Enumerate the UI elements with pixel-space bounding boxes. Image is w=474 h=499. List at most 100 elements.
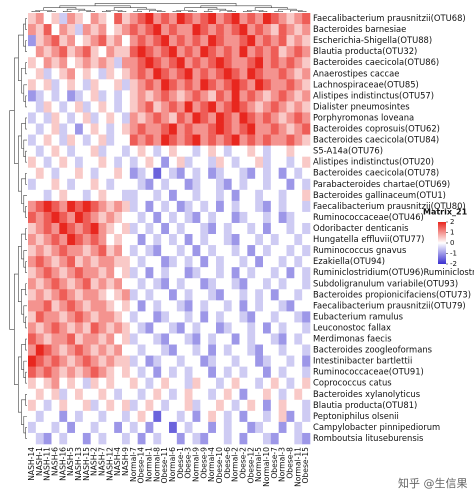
heatmap-cell	[278, 79, 287, 91]
heatmap-cell	[231, 24, 240, 36]
heatmap-cell	[51, 222, 60, 235]
heatmap-cell	[75, 222, 84, 235]
heatmap-cell	[169, 112, 178, 124]
heatmap-cell	[161, 200, 170, 213]
heatmap-cell	[98, 333, 107, 345]
heatmap-cell	[231, 178, 240, 191]
heatmap-cell	[35, 178, 44, 191]
heatmap-cell	[169, 68, 178, 80]
heatmap-cell	[122, 189, 131, 202]
heatmap-cell	[176, 123, 185, 135]
heatmap-cell	[216, 410, 225, 423]
heatmap-cell	[114, 222, 123, 235]
heatmap-cell	[294, 145, 303, 157]
heatmap-cell	[161, 189, 170, 202]
heatmap-cell	[263, 46, 272, 58]
heatmap-cell	[176, 189, 185, 202]
heatmap-cell	[216, 311, 225, 323]
heatmap-cell	[59, 377, 68, 390]
heatmap-cell	[231, 278, 240, 290]
heatmap-cell	[176, 366, 185, 378]
heatmap-cell	[184, 46, 193, 58]
heatmap-cell	[28, 256, 37, 268]
heatmap-cell	[255, 123, 264, 135]
heatmap-cell	[294, 432, 303, 445]
heatmap-cell	[59, 101, 68, 113]
heatmap-cell	[169, 156, 178, 169]
column-label: Obese-12	[246, 447, 255, 484]
heatmap-cell	[75, 68, 84, 80]
heatmap-cell	[90, 101, 99, 113]
heatmap-cell	[35, 234, 44, 246]
heatmap-cell	[200, 46, 209, 58]
heatmap-cell	[231, 167, 240, 180]
heatmap-cell	[43, 344, 52, 356]
heatmap-cell	[208, 134, 217, 146]
heatmap-cell	[216, 322, 225, 334]
heatmap-cell	[200, 189, 209, 202]
heatmap-cell	[153, 24, 162, 36]
heatmap-cell	[270, 278, 279, 290]
heatmap-cell	[43, 211, 52, 224]
heatmap-cell	[184, 366, 193, 378]
heatmap-cell	[255, 90, 264, 102]
heatmap-cell	[137, 134, 146, 146]
heatmap-cell	[129, 101, 138, 113]
heatmap-cell	[122, 421, 131, 434]
heatmap-cell	[200, 79, 209, 91]
heatmap-cell	[208, 256, 217, 268]
heatmap-cell	[231, 377, 240, 390]
heatmap-cell	[145, 24, 154, 36]
heatmap-cell	[192, 222, 201, 235]
heatmap-cell	[67, 13, 76, 25]
heatmap-cell	[28, 46, 37, 58]
heatmap-cell	[278, 432, 287, 445]
dendrogram-branch	[25, 283, 27, 296]
heatmap-cell	[67, 211, 76, 224]
heatmap-cell	[114, 189, 123, 202]
heatmap-cell	[239, 410, 248, 423]
heatmap-cell	[255, 245, 264, 257]
heatmap-cell	[231, 289, 240, 301]
heatmap-cell	[263, 388, 272, 401]
dendrogram-branch	[254, 7, 288, 11]
heatmap-cell	[106, 112, 115, 124]
dendrogram-branch	[117, 10, 127, 12]
column-label: Normal-3	[278, 447, 287, 482]
heatmap-cell	[270, 211, 279, 224]
heatmap-cell	[106, 211, 115, 224]
heatmap-cell	[223, 234, 232, 246]
heatmap-cell	[270, 355, 279, 367]
heatmap-cell	[208, 399, 217, 412]
heatmap-cell	[59, 123, 68, 135]
heatmap-cell	[208, 68, 217, 80]
heatmap-cell	[51, 57, 60, 69]
heatmap-cell	[129, 245, 138, 257]
heatmap-cell	[153, 90, 162, 102]
heatmap-cell	[28, 399, 37, 412]
heatmap-cell	[286, 57, 295, 69]
heatmap-cell	[270, 322, 279, 334]
heatmap-cell	[98, 289, 107, 301]
heatmap-cell	[278, 278, 287, 290]
heatmap-cell	[122, 211, 131, 224]
heatmap-cell	[286, 256, 295, 268]
heatmap-cell	[51, 189, 60, 202]
heatmap-cell	[239, 399, 248, 412]
heatmap-cell	[114, 322, 123, 334]
dendrogram-branch	[9, 110, 15, 330]
heatmap-cell	[184, 134, 193, 146]
heatmap-cell	[161, 300, 170, 312]
heatmap-cell	[239, 366, 248, 378]
heatmap-cell	[223, 178, 232, 191]
dendrogram-branch	[184, 7, 218, 11]
heatmap-cell	[192, 46, 201, 58]
heatmap-cell	[106, 256, 115, 268]
heatmap-cell	[263, 300, 272, 312]
heatmap-cell	[106, 79, 115, 91]
heatmap-cell	[122, 156, 131, 169]
heatmap-cell	[28, 156, 37, 169]
heatmap-cell	[192, 90, 201, 102]
heatmap-cell	[263, 256, 272, 268]
heatmap-cell	[192, 410, 201, 423]
